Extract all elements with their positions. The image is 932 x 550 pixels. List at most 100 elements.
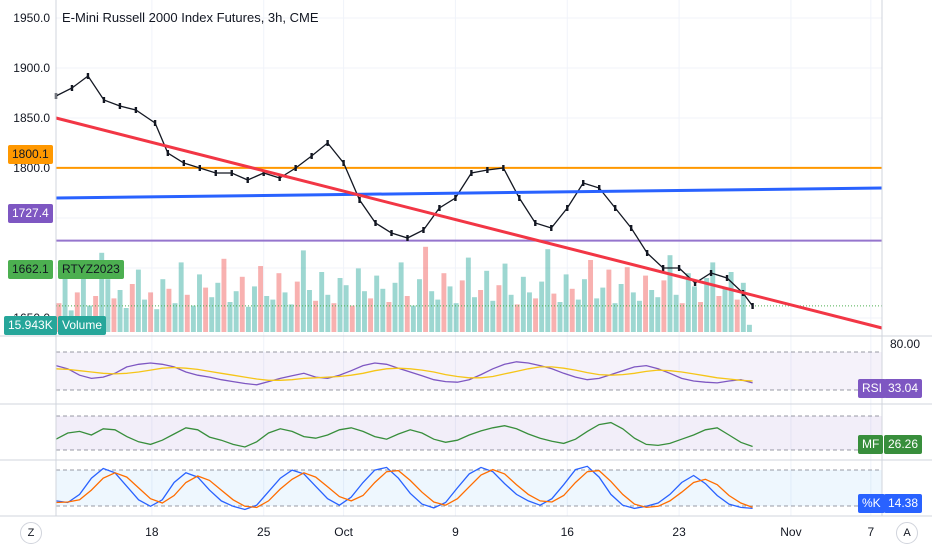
- price-candle: [598, 185, 601, 191]
- volume-bar: [148, 292, 154, 332]
- price-candle: [709, 270, 713, 276]
- volume-bar: [142, 299, 147, 332]
- volume-bar: [527, 292, 532, 332]
- volume-bar: [716, 296, 722, 332]
- price-candle: [310, 153, 313, 159]
- rsi-ma-line: [55, 366, 753, 382]
- price-candle: [629, 225, 633, 231]
- stoch-k-line: [55, 465, 753, 511]
- price-candle: [677, 265, 681, 271]
- volume-bar: [575, 299, 581, 332]
- price-candle: [390, 230, 393, 236]
- price-candle: [278, 175, 281, 181]
- price-candle: [294, 165, 297, 171]
- oscillator-band: [56, 352, 882, 390]
- volume-bar: [557, 302, 563, 332]
- volume-bars: [56, 246, 752, 332]
- volume-bar: [355, 268, 361, 332]
- volume-bar: [453, 303, 459, 332]
- price-candle: [725, 275, 729, 281]
- volume-bar: [563, 274, 569, 332]
- price-candle: [406, 235, 409, 241]
- volume-bar: [184, 294, 190, 332]
- price-candle: [582, 180, 585, 186]
- price-candle: [438, 205, 441, 211]
- volume-bar: [362, 291, 367, 332]
- volume-bar: [710, 262, 716, 332]
- price-candle: [518, 195, 521, 201]
- volume-bar: [435, 299, 441, 332]
- volume-bar: [343, 285, 349, 332]
- volume-bar: [734, 299, 740, 332]
- volume-bar: [618, 284, 624, 332]
- last-price-badge: 1662.1: [8, 260, 53, 279]
- volume-bar: [740, 282, 746, 332]
- volume-bar: [691, 286, 697, 332]
- volume-bar: [349, 305, 355, 332]
- volume-bar: [685, 273, 691, 332]
- stoch-pane: [55, 465, 882, 511]
- price-candle: [134, 107, 138, 113]
- volume-bar: [209, 297, 215, 332]
- x-tick-label: 23: [672, 525, 686, 539]
- price-candle: [198, 165, 201, 171]
- volume-bar: [423, 246, 429, 332]
- volume-bar: [490, 300, 496, 332]
- rsi-line: [55, 361, 753, 386]
- y-tick-label: 1950.0: [13, 11, 50, 25]
- auto-scale-a-button[interactable]: A: [896, 522, 918, 544]
- price-candle: [118, 103, 122, 109]
- volume-bar: [197, 274, 202, 332]
- volume-bar: [746, 324, 752, 332]
- rsi-label: RSI: [858, 379, 887, 398]
- red-trendline: [55, 116, 883, 330]
- volume-bar: [111, 298, 117, 332]
- volume-bar: [630, 292, 636, 332]
- x-tick-label: 16: [561, 525, 575, 539]
- orange-level-badge: 1800.1: [8, 145, 53, 164]
- price-candle: [153, 120, 157, 126]
- volume-bar: [484, 270, 490, 332]
- volume-bar: [93, 296, 99, 332]
- volume-bar: [62, 274, 68, 332]
- volume-bar: [441, 273, 447, 332]
- trendlines: [55, 116, 883, 330]
- volume-bar: [288, 304, 294, 332]
- k-value: 14.38: [884, 494, 923, 513]
- volume-bar: [282, 292, 288, 332]
- volume-bar: [374, 275, 380, 332]
- volume-bar: [245, 306, 251, 332]
- price-candle: [342, 160, 345, 166]
- volume-bar: [698, 302, 704, 332]
- volume-bar: [270, 299, 276, 332]
- volume-bar: [337, 278, 343, 332]
- volume-bar: [386, 302, 392, 332]
- y-tick-label: 1900.0: [13, 61, 50, 75]
- volume-bar: [520, 276, 526, 332]
- volume-bar: [252, 286, 257, 332]
- oscillator-band: [56, 470, 882, 506]
- rsi-top-tick: 80.00: [890, 337, 921, 351]
- volume-bar: [215, 282, 221, 332]
- volume-bar: [264, 296, 270, 332]
- volume-bar: [655, 297, 661, 332]
- volume-bar: [661, 280, 667, 332]
- price-candle: [470, 170, 473, 176]
- volume-bar: [117, 290, 123, 332]
- volume-bar: [307, 290, 312, 332]
- price-candle: [102, 97, 106, 103]
- k-label: %K: [858, 494, 885, 513]
- price-candle: [550, 225, 553, 231]
- x-tick-label: 7: [867, 525, 874, 539]
- volume-bar: [313, 300, 319, 332]
- volume-bar: [533, 298, 539, 332]
- purple-level-badge: 1727.4: [8, 204, 53, 223]
- rsi-pane: [55, 351, 882, 391]
- volume-bar: [331, 303, 337, 332]
- volume-bar: [673, 294, 679, 332]
- volume-bar: [392, 282, 398, 332]
- auto-scale-z-button[interactable]: Z: [20, 522, 42, 544]
- price-candle: [246, 177, 249, 183]
- price-candle: [751, 303, 754, 309]
